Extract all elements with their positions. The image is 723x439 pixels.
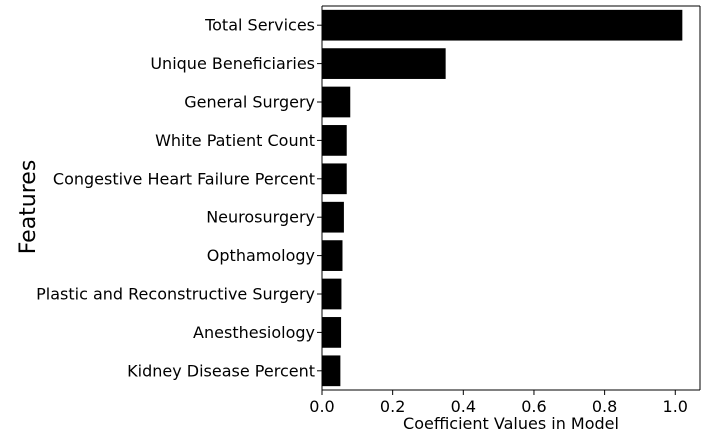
x-tick-label: 1.0 <box>663 397 688 416</box>
bar <box>322 48 446 79</box>
y-tick-label: Opthamology <box>207 246 315 265</box>
x-axis-label: Coefficient Values in Model <box>403 414 619 433</box>
x-tick-label: 0.2 <box>380 397 405 416</box>
x-tick-label: 0.8 <box>592 397 617 416</box>
y-tick-label: Plastic and Reconstructive Surgery <box>36 285 315 304</box>
y-tick-label: Total Services <box>204 16 315 35</box>
y-tick-label: Kidney Disease Percent <box>127 361 315 380</box>
bars-group <box>322 9 683 387</box>
y-axis-ticks: Total Services Unique Beneficiaries Genera… <box>36 16 322 380</box>
bar <box>322 86 351 118</box>
y-tick-label: Congestive Heart Failure Percent <box>53 169 315 188</box>
y-tick-label: White Patient Count <box>155 131 315 150</box>
y-tick-label: Unique Beneficiaries <box>150 54 315 73</box>
y-tick-label: Neurosurgery <box>206 208 315 227</box>
x-tick-label: 0.0 <box>309 397 334 416</box>
bar <box>322 125 347 156</box>
bar <box>322 240 343 271</box>
x-axis-ticks: 0.0 0.2 0.4 0.6 0.8 1.0 <box>309 390 688 416</box>
bar <box>322 278 342 310</box>
y-axis-label: Features <box>16 160 41 255</box>
x-tick-label: 0.6 <box>521 397 546 416</box>
y-tick-label: General Surgery <box>184 93 315 112</box>
x-tick-label: 0.4 <box>451 397 476 416</box>
bar <box>322 9 683 41</box>
bar <box>322 163 347 195</box>
y-tick-label: Anesthesiology <box>193 323 315 342</box>
bar <box>322 317 342 348</box>
bar <box>322 201 344 233</box>
bar <box>322 355 341 387</box>
